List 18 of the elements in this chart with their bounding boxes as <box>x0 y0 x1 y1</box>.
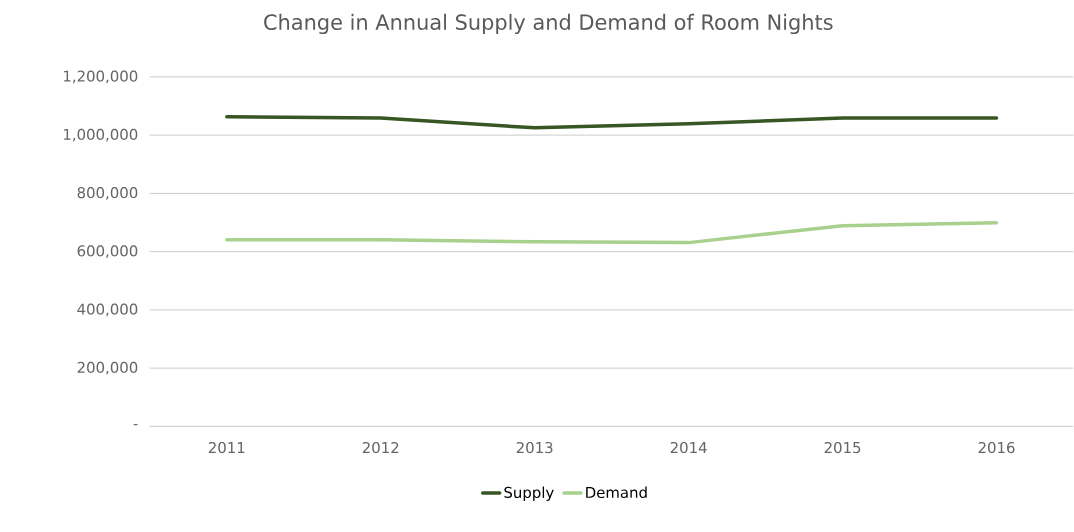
chart-title: Change in Annual Supply and Demand of Room Nights <box>264 13 833 34</box>
y-tick-label: 200,000 <box>77 361 138 375</box>
x-tick-label: 2012 <box>362 441 399 454</box>
x-tick-label: 2016 <box>978 441 1015 454</box>
y-tick-label: 1,200,000 <box>63 70 138 84</box>
x-tick-label: 2011 <box>208 441 245 454</box>
legend-label: Demand <box>586 486 647 498</box>
x-tick-label: 2015 <box>824 441 861 454</box>
legend-label: Supply <box>504 486 554 501</box>
line-series <box>225 220 999 245</box>
y-tick-label: 600,000 <box>77 245 138 258</box>
y-tick-label: 1,000,000 <box>63 128 138 142</box>
line-series <box>225 114 999 130</box>
y-tick-label: 400,000 <box>77 303 138 317</box>
y-tick-label: 800,000 <box>77 186 138 200</box>
y-tick-label: - <box>133 423 138 426</box>
x-tick-label: 2014 <box>670 441 707 454</box>
x-tick-label: 2013 <box>516 441 553 454</box>
